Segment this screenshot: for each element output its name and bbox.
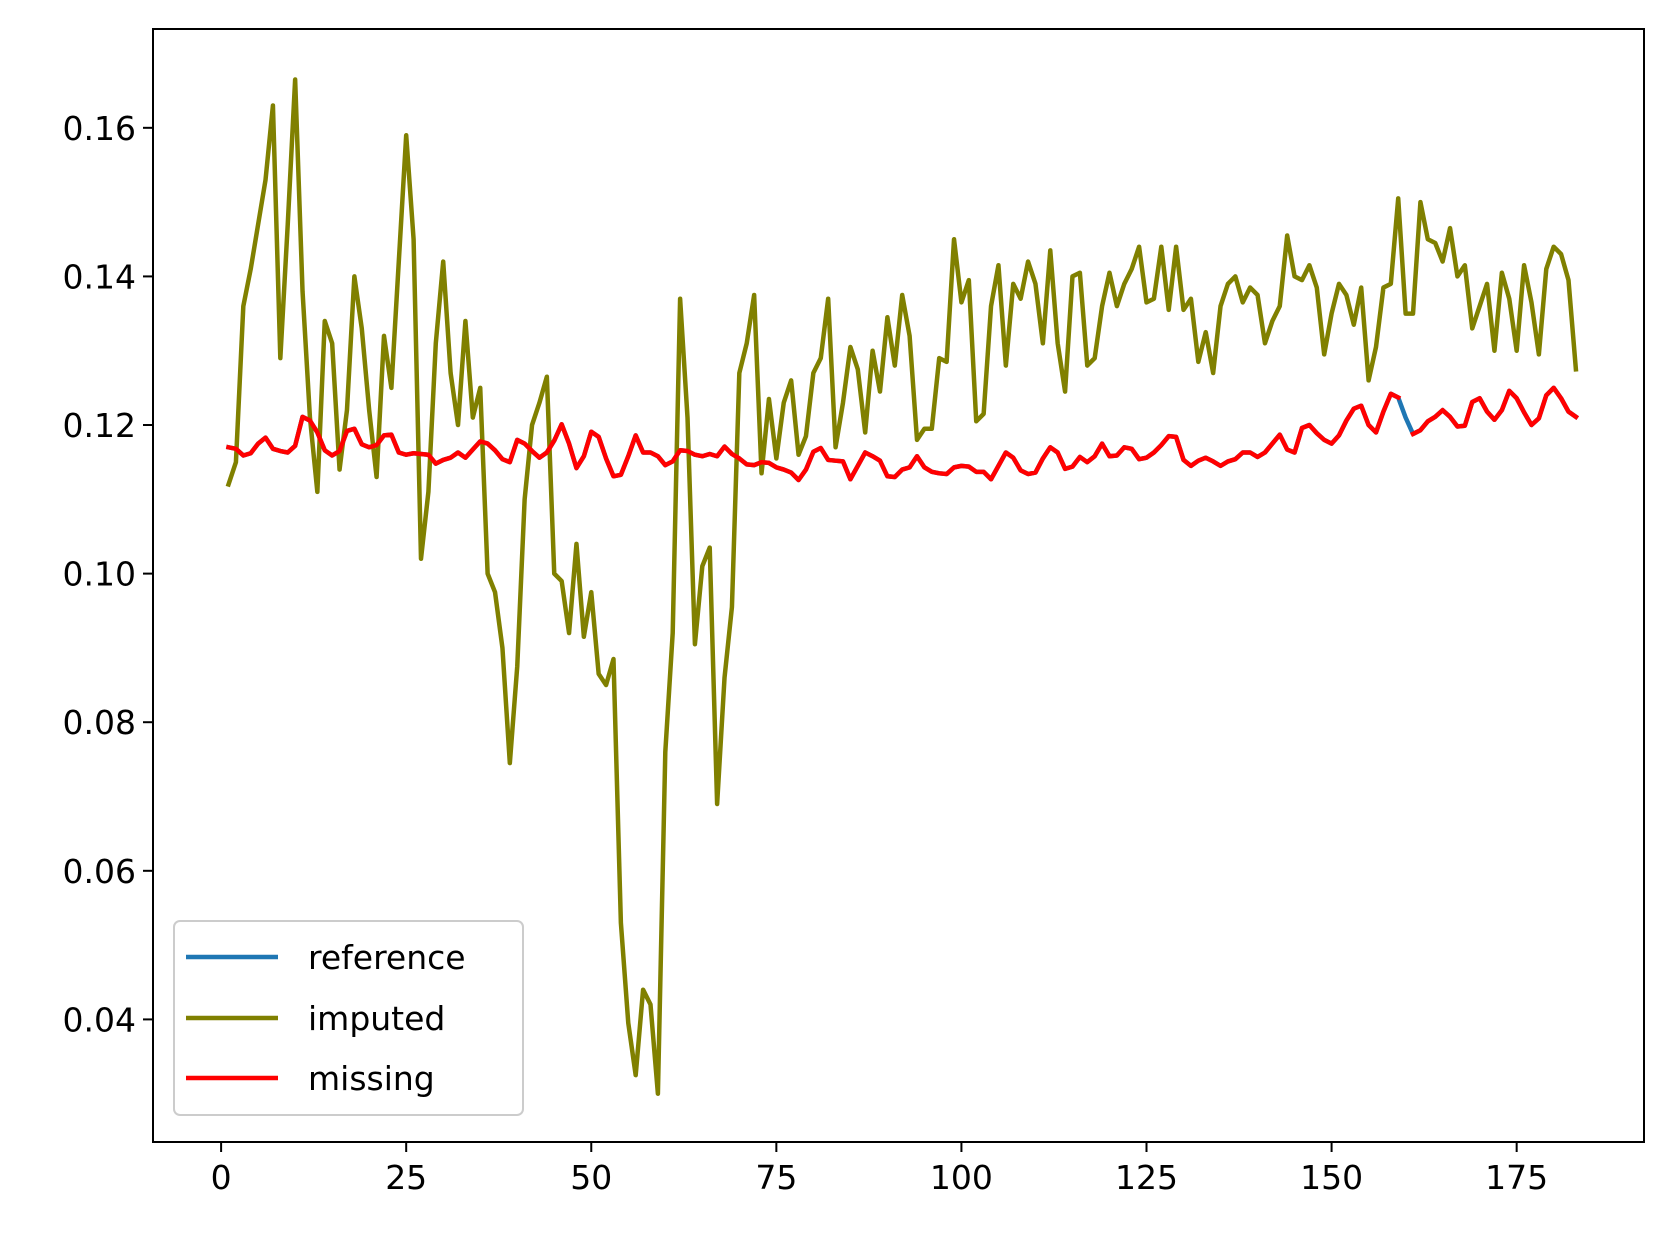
legend-box: [173, 920, 524, 1116]
x-tick-label: 125: [1115, 1158, 1178, 1197]
series-line-imputed: [225, 77, 1579, 1096]
x-tick-label: 25: [385, 1158, 427, 1197]
legend-label-reference: reference: [308, 938, 466, 977]
x-tick-label: 100: [930, 1158, 993, 1197]
series-line-missing: [1409, 385, 1580, 437]
axes-frame: [152, 28, 1645, 1143]
x-tick-label: 50: [570, 1158, 612, 1197]
y-tick-label: 0.08: [63, 703, 136, 742]
x-tick-label: 175: [1485, 1158, 1548, 1197]
y-tick-label: 0.16: [63, 109, 136, 148]
y-tick-label: 0.14: [63, 257, 136, 296]
legend-label-missing: missing: [308, 1059, 435, 1098]
y-tick-label: 0.04: [63, 1000, 136, 1039]
series-line-missing: [225, 391, 1402, 483]
x-tick-label: 75: [755, 1158, 797, 1197]
legend-label-imputed: imputed: [308, 999, 445, 1038]
x-tick-label: 150: [1300, 1158, 1363, 1197]
legend: reference imputed missing: [173, 920, 524, 1116]
x-axis: 0 25 50 75 100 125 150 175: [211, 1142, 1548, 1197]
y-axis: 0.04 0.06 0.08 0.10 0.12 0.14 0.16: [63, 109, 153, 1039]
y-tick-label: 0.12: [63, 406, 136, 445]
x-tick-label: 0: [211, 1158, 232, 1197]
y-tick-label: 0.10: [63, 555, 136, 594]
y-tick-label: 0.06: [63, 852, 136, 891]
plot-lines: [225, 77, 1580, 1096]
